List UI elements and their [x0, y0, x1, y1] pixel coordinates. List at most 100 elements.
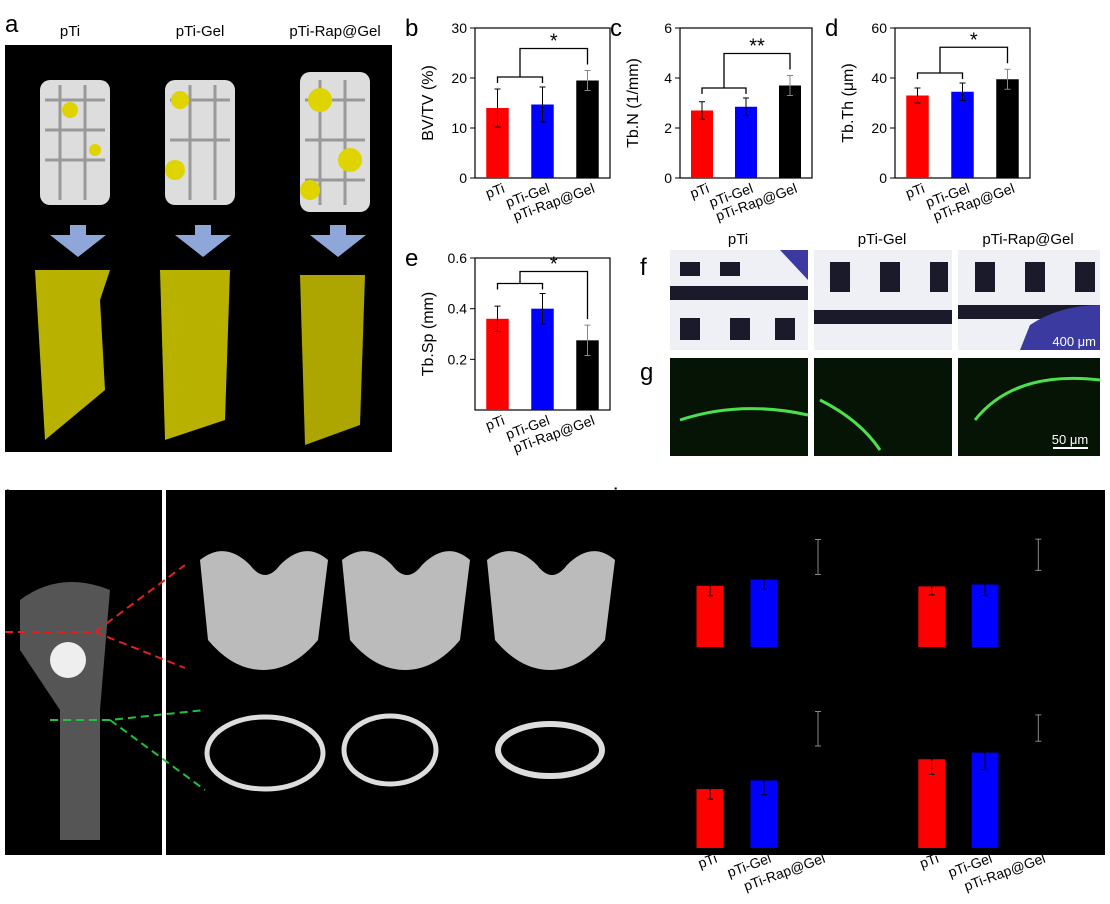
bar — [906, 95, 929, 178]
significance-bracket — [709, 688, 819, 763]
y-tick-label: 600 — [874, 727, 898, 743]
y-tick-label: 0.4 — [448, 301, 468, 317]
y-tick-label: 4 — [664, 70, 672, 86]
y-axis-label: Tb.N (1/mm) — [625, 58, 642, 148]
error-bar — [761, 569, 767, 590]
y-tick-label: 40 — [659, 539, 675, 555]
y-tick-label: 200 — [652, 783, 676, 799]
bar — [486, 108, 509, 178]
error-bar — [787, 75, 793, 96]
panel-letter: j — [834, 492, 840, 519]
significance-label: ** — [991, 499, 1007, 521]
significance-bracket — [709, 516, 819, 566]
bar — [531, 104, 554, 178]
error-bar — [1004, 68, 1011, 90]
panel-letter: k — [613, 674, 626, 701]
y-tick-label: 1 — [889, 592, 897, 608]
error-bar — [982, 735, 988, 771]
significance-label: ** — [749, 36, 765, 58]
bar — [996, 79, 1019, 178]
significance-bracket — [496, 47, 589, 83]
x-tick-label: pTi — [483, 180, 506, 202]
bar — [804, 728, 832, 848]
bar — [918, 586, 945, 647]
error-bar — [1035, 538, 1042, 571]
y-tick-label: 0.6 — [448, 250, 468, 266]
scaffolds — [35, 72, 370, 445]
bar — [1025, 728, 1052, 848]
x-tick-label: pTi — [483, 412, 506, 434]
y-tick-label: 20 — [659, 589, 675, 605]
group-label: pTi-Rap@Gel — [289, 23, 380, 40]
scale-bar-label: 50 μm — [1052, 432, 1088, 447]
bar — [779, 85, 801, 178]
significance-bracket — [496, 270, 589, 320]
bar — [735, 106, 757, 178]
significance-label: * — [550, 253, 558, 275]
x-tick-label: pTi — [696, 649, 719, 671]
group-label: pTi-Rap@Gel — [506, 497, 597, 514]
error-bar — [743, 97, 749, 116]
group-label: pTi-Rap@Gel — [982, 231, 1073, 248]
image-h — [5, 490, 1105, 855]
bar — [691, 110, 713, 178]
image-f — [670, 250, 1100, 350]
y-tick-label: 60 — [659, 489, 675, 505]
y-tick-label: 0 — [889, 639, 897, 655]
y-tick-label: 6 — [664, 20, 672, 36]
error-bar — [982, 573, 988, 596]
y-tick-label: 0 — [459, 170, 467, 186]
y-tick-label: 20 — [871, 120, 887, 136]
panel-letter: g — [640, 359, 653, 386]
group-label: pTi — [728, 231, 748, 248]
group-label: pTi-Gel — [176, 23, 225, 40]
error-bar — [1035, 714, 1042, 742]
error-bar — [707, 778, 713, 800]
y-tick-label: 3 — [889, 497, 897, 513]
panel-letter: a — [5, 11, 19, 38]
group-label: pTi-Gel — [374, 497, 423, 514]
error-bar — [584, 70, 591, 91]
significance-bracket — [931, 516, 1039, 570]
significance-label: * — [994, 675, 1002, 697]
x-tick-label: pTi — [917, 649, 940, 671]
significance-label: *** — [766, 671, 790, 693]
y-tick-label: 0 — [667, 840, 675, 856]
y-tick-label: 10 — [451, 120, 467, 136]
error-bar — [928, 577, 935, 596]
y-tick-label: 900 — [874, 670, 898, 686]
y-axis-label: Ct.Th (mm) — [850, 536, 867, 617]
significance-bracket — [701, 52, 791, 94]
group-label: pTi-Gel — [858, 231, 907, 248]
y-axis-label: Push-out force (N) — [628, 702, 645, 833]
y-tick-label: 400 — [652, 725, 676, 741]
panel-letter: b — [405, 15, 418, 42]
error-bar — [494, 88, 501, 128]
y-axis-label: load to failure (N) — [850, 702, 867, 825]
bar — [576, 340, 599, 410]
y-tick-label: 0 — [889, 840, 897, 856]
image-g — [670, 358, 1101, 456]
y-tick-label: 2 — [889, 544, 897, 560]
panel-letter: i — [613, 484, 618, 511]
bar — [486, 318, 509, 410]
y-tick-label: 40 — [871, 70, 887, 86]
y-axis-label: Tb.Sp (mm) — [420, 292, 437, 376]
significance-label: * — [970, 29, 978, 51]
error-bar — [699, 101, 705, 120]
error-bar — [584, 324, 591, 357]
group-label: pTi — [60, 23, 80, 40]
panel-letter: d — [825, 15, 838, 42]
panel-letter: f — [640, 254, 647, 281]
y-tick-label: 20 — [451, 70, 467, 86]
error-bar — [494, 305, 501, 332]
y-tick-label: 60 — [871, 20, 887, 36]
y-tick-label: 300 — [874, 783, 898, 799]
error-bar — [959, 82, 966, 101]
bar — [750, 579, 778, 647]
error-bar — [914, 87, 921, 104]
scale-bar-label: 400 μm — [1052, 334, 1096, 349]
bar — [531, 308, 554, 410]
error-bar — [539, 86, 546, 123]
